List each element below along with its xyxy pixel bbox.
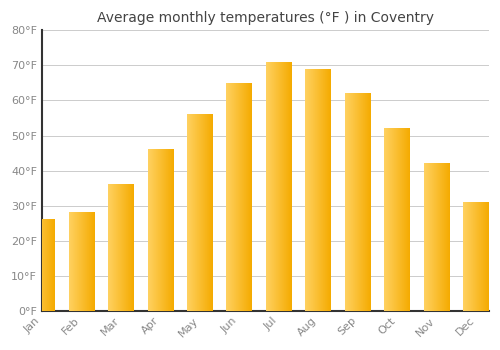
Title: Average monthly temperatures (°F ) in Coventry: Average monthly temperatures (°F ) in Co… [97,11,434,25]
